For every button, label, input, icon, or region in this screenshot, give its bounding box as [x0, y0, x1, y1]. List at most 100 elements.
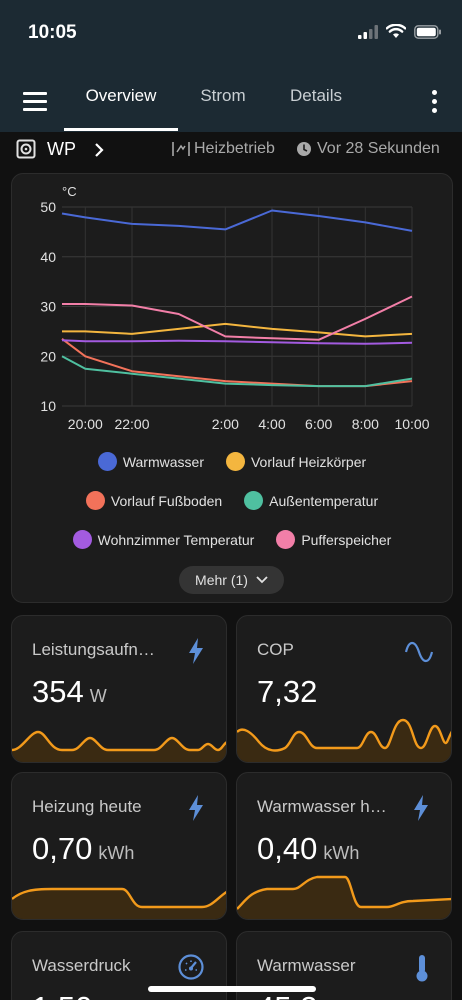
- legend-swatch: [85, 491, 105, 510]
- lightning-icon: [189, 638, 203, 664]
- history-chart-card: °C 10 20 30 40 50 20:00 22:00 2:00 4:00 6:00 8:00 10…: [11, 173, 453, 603]
- chevron-down-icon: [256, 576, 268, 584]
- sparkline: [12, 730, 226, 762]
- legend-item-vorlauf-fussboden[interactable]: Vorlauf Fußboden: [85, 491, 223, 510]
- device-mode: Heizbetrieb: [172, 140, 275, 158]
- dot-icon: [431, 89, 437, 95]
- y-tick-label: 20: [40, 348, 56, 364]
- tile-title: Leistungsaufn…: [32, 640, 155, 659]
- legend-row-1: Warmwasser Vorlauf Heizkörper: [12, 452, 452, 471]
- tab-details[interactable]: Details: [290, 86, 342, 105]
- y-axis-unit-label: °C: [62, 184, 77, 199]
- tile-title: Warmwasser h…: [257, 797, 387, 816]
- legend-item-wohnzimmer-temperatur[interactable]: Wohnzimmer Temperatur: [72, 530, 255, 549]
- sparkline: [237, 875, 451, 919]
- tile-value-number: 354: [32, 674, 84, 709]
- lightning-icon: [189, 795, 203, 821]
- tile-wasserdruck[interactable]: Wasserdruck 1,50: [11, 931, 227, 1000]
- tile-unit: kWh: [323, 843, 360, 863]
- lightning-icon: [414, 795, 428, 821]
- tile-value: 45,2: [257, 990, 317, 1000]
- tile-leistungsaufnahme[interactable]: Leistungsaufn… 354 W: [11, 615, 227, 763]
- status-time: 10:05: [28, 22, 77, 43]
- legend-swatch: [225, 452, 245, 471]
- x-tick-label: 20:00: [68, 416, 103, 432]
- legend-label: Wohnzimmer Temperatur: [97, 531, 255, 548]
- y-tick-label: 50: [40, 199, 56, 215]
- tile-value-number: 7,32: [257, 674, 318, 709]
- legend-swatch: [72, 530, 92, 549]
- clock-icon: [297, 142, 311, 156]
- tile-title: Warmwasser: [257, 956, 356, 975]
- tile-warmwasser-temperatur[interactable]: Warmwasser 45,2: [236, 931, 452, 1000]
- device-name: WP: [47, 139, 76, 159]
- tile-title: Heizung heute: [32, 797, 142, 816]
- tile-value: 0,40 kWh: [257, 831, 359, 867]
- x-tick-label: 10:00: [394, 416, 429, 432]
- dot-icon: [431, 107, 437, 113]
- tile-unit: W: [89, 686, 107, 706]
- legend-label: Vorlauf Fußboden: [110, 492, 223, 509]
- legend-item-warmwasser[interactable]: Warmwasser: [97, 452, 204, 471]
- sparkline: [237, 718, 451, 762]
- tile-warmwasser-heute[interactable]: Warmwasser h… 0,40 kWh: [236, 772, 452, 920]
- device-last-update: Vor 28 Sekunden: [296, 140, 440, 158]
- tile-value: 1,50: [32, 990, 92, 1000]
- series-line-au-entemperatur: [61, 355, 413, 388]
- legend-swatch: [276, 530, 296, 549]
- legend-label: Pufferspeicher: [301, 531, 392, 548]
- tile-cop[interactable]: COP 7,32: [236, 615, 452, 763]
- legend-item-pufferspeicher[interactable]: Pufferspeicher: [276, 530, 391, 549]
- cellular-signal-icon: [358, 24, 378, 39]
- heat-pump-icon: [16, 139, 36, 159]
- menu-button[interactable]: [18, 86, 52, 116]
- home-indicator[interactable]: [148, 986, 316, 992]
- legend-more-button[interactable]: Mehr (1): [179, 566, 284, 594]
- tile-title: Wasserdruck: [32, 956, 131, 975]
- tile-unit: kWh: [98, 843, 135, 863]
- x-tick-label: 8:00: [352, 416, 379, 432]
- tile-value-number: 45,2: [257, 990, 317, 1000]
- hamburger-icon-bar: [23, 91, 47, 95]
- x-tick-label: 4:00: [258, 416, 285, 432]
- legend-item-vorlauf-heizkoerper[interactable]: Vorlauf Heizkörper: [225, 452, 367, 471]
- tile-value-number: 1,50: [32, 990, 92, 1000]
- device-mode-label: Heizbetrieb: [194, 140, 275, 157]
- legend-row-2: Vorlauf Fußboden Außentemperatur: [12, 491, 452, 510]
- legend-label: Vorlauf Heizkörper: [250, 453, 367, 470]
- tile-value: 354 W: [32, 674, 107, 710]
- legend-swatch: [97, 452, 117, 471]
- temperature-chart: °C 10 20 30 40 50 20:00 22:00 2:00 4:00 6:00 8:00 10…: [40, 184, 429, 432]
- overflow-menu-button[interactable]: [426, 87, 442, 115]
- heating-mode-icon: [172, 142, 190, 156]
- x-tick-label: 22:00: [114, 416, 149, 432]
- tab-overview[interactable]: Overview: [85, 86, 157, 105]
- tab-strom[interactable]: Strom: [200, 86, 246, 105]
- hamburger-icon-bar: [23, 107, 47, 111]
- tile-value: 7,32: [257, 674, 323, 710]
- tile-value-number: 0,70: [32, 831, 93, 866]
- tile-value: 0,70 kWh: [32, 831, 134, 867]
- legend-item-aussentemperatur[interactable]: Außentemperatur: [244, 491, 378, 510]
- legend-swatch: [244, 491, 264, 510]
- hamburger-icon-bar: [23, 99, 47, 103]
- y-tick-label: 30: [40, 299, 56, 315]
- status-icons: [358, 24, 442, 39]
- more-label: Mehr (1): [195, 572, 248, 588]
- tile-title: COP: [257, 640, 294, 659]
- tile-heizung-heute[interactable]: Heizung heute 0,70 kWh: [11, 772, 227, 920]
- battery-icon: [414, 24, 441, 39]
- series-line-pufferspeicher: [62, 295, 413, 341]
- x-tick-label: 6:00: [305, 416, 332, 432]
- device-header[interactable]: WP Heizbetrieb Vor 28 Sekunden: [0, 134, 462, 164]
- wifi-icon: [386, 24, 406, 38]
- legend-label: Warmwasser: [122, 453, 204, 470]
- series-line-wohnzimmer-temperatur: [61, 339, 413, 345]
- legend-row-3: Wohnzimmer Temperatur Pufferspeicher: [12, 530, 452, 549]
- chevron-right-icon: [95, 143, 104, 157]
- sparkline: [12, 887, 226, 919]
- app-bar: Overview Strom Details: [0, 70, 462, 132]
- sine-wave-icon: [405, 641, 433, 663]
- y-tick-label: 10: [40, 398, 56, 414]
- last-update-label: Vor 28 Sekunden: [317, 140, 440, 157]
